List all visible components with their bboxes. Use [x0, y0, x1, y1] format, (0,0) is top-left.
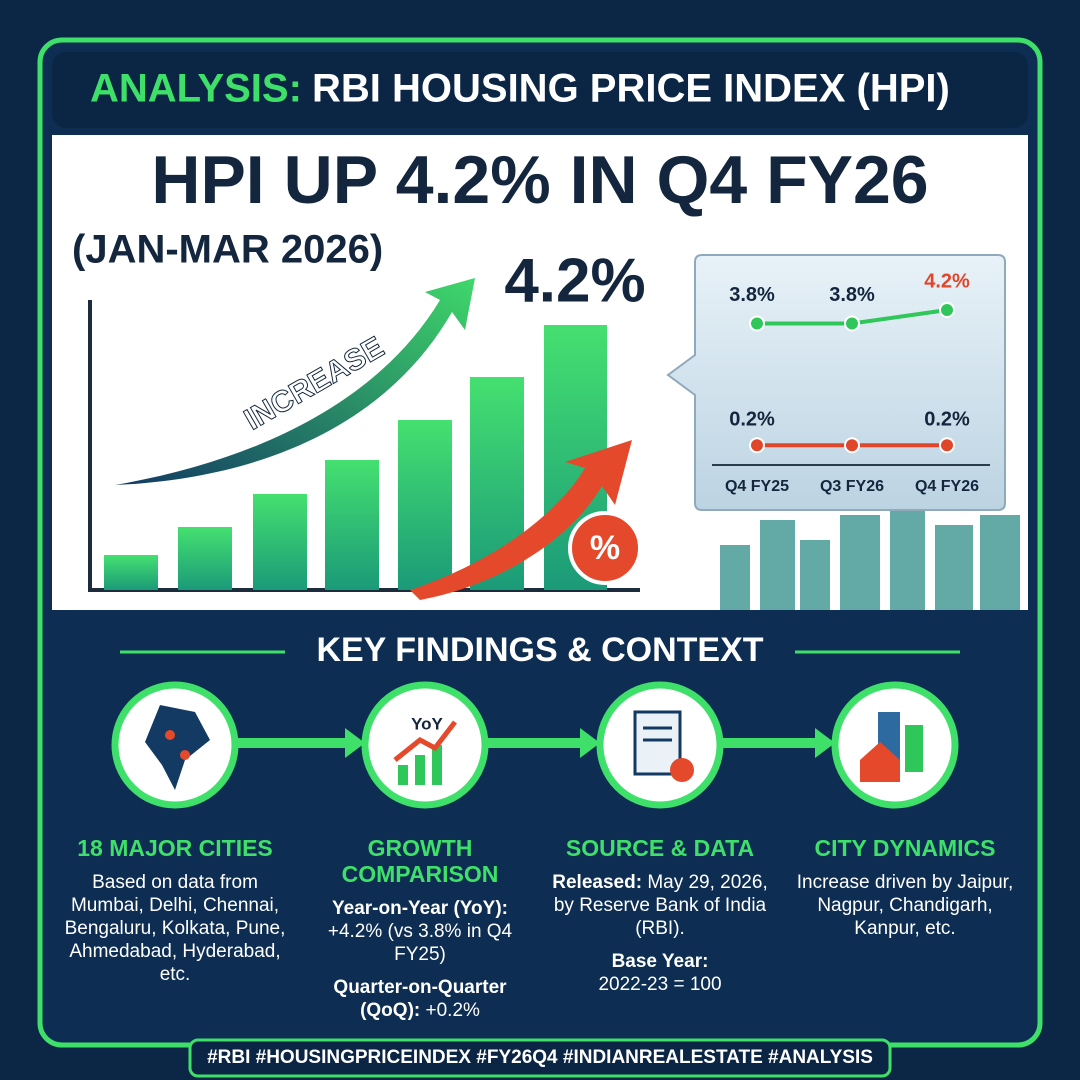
point: [844, 437, 860, 454]
finding-title: 18 MAJOR CITIES: [77, 835, 273, 861]
footer: #RBI #HOUSINGPRICEINDEX #FY26Q4 #INDIANR…: [207, 1047, 873, 1068]
finding-body: Increase driven by Jaipur, Nagpur, Chand…: [796, 872, 1014, 939]
header-title: RBI HOUSING PRICE INDEX (HPI): [312, 67, 950, 111]
headline: HPI UP 4.2% IN Q4 FY26: [151, 142, 928, 218]
value-label: 3.8%: [729, 284, 775, 306]
finding-body: Year-on-Year (YoY): +4.2% (vs 3.8% in Q4…: [305, 897, 535, 966]
icons: [111, 681, 959, 809]
increase-arrow: [115, 278, 475, 485]
value-label: 3.8%: [829, 284, 875, 306]
point: [939, 302, 955, 318]
point: [749, 437, 765, 454]
icon-text: YoY: [411, 714, 443, 733]
line-text: May 29, 2026, by Reserve Bank of India (…: [553, 872, 768, 939]
point: [749, 315, 765, 332]
finding: GROWTH COMPARISON Year-on-Year (YoY): +4…: [305, 835, 535, 1022]
x-tick-label: Q4 FY25: [725, 478, 789, 495]
finding: SOURCE & DATA Released: May 29, 2026, by…: [545, 835, 775, 996]
line-text: +0.2%: [425, 1000, 480, 1021]
finding: 18 MAJOR CITIES Based on data from Mumba…: [60, 835, 290, 986]
line-text: 2022-23 = 100: [598, 974, 722, 995]
x-tick-label: Q3 FY26: [820, 478, 884, 495]
point: [844, 315, 860, 332]
skyline: [720, 495, 1020, 610]
value-label: 4.2%: [924, 270, 970, 292]
finding-title: SOURCE & DATA: [565, 835, 755, 861]
finding-title: GROWTH COMPARISON: [341, 835, 499, 887]
line-label: Base Year:: [611, 951, 709, 972]
findings-title: KEY FINDINGS & CONTEXT: [316, 631, 763, 669]
value-label: 0.2%: [729, 409, 775, 431]
line-label: Released:: [552, 872, 643, 893]
big-value: 4.2%: [504, 246, 645, 315]
line-text: +4.2% (vs 3.8% in Q4 FY25): [327, 921, 513, 965]
value-label: 0.2%: [924, 409, 970, 431]
header-label: ANALYSIS:: [90, 67, 302, 111]
badge: %: [590, 529, 620, 567]
percent-badge: [568, 511, 642, 585]
flow-arrows: [230, 728, 835, 758]
finding-body: Released: May 29, 2026, by Reserve Bank …: [545, 871, 775, 940]
line-label: Quarter-on-Quarter (QoQ):: [333, 977, 507, 1021]
footer-band: [188, 1038, 892, 1078]
percent-arrow: [410, 440, 632, 600]
finding-body: Quarter-on-Quarter (QoQ): +0.2%: [305, 976, 535, 1022]
line-label: Year-on-Year (YoY):: [332, 898, 508, 919]
subheadline: (JAN-MAR 2026): [72, 228, 383, 272]
finding-body: Based on data from Mumbai, Delhi, Chenna…: [64, 872, 286, 985]
finding: CITY DYNAMICS Increase driven by Jaipur,…: [790, 835, 1020, 940]
header-band: [52, 52, 1028, 128]
x-tick-label: Q4 FY26: [915, 478, 979, 495]
finding-title: CITY DYNAMICS: [814, 835, 996, 861]
finding-body: Base Year: 2022-23 = 100: [545, 950, 775, 996]
point: [939, 437, 955, 454]
